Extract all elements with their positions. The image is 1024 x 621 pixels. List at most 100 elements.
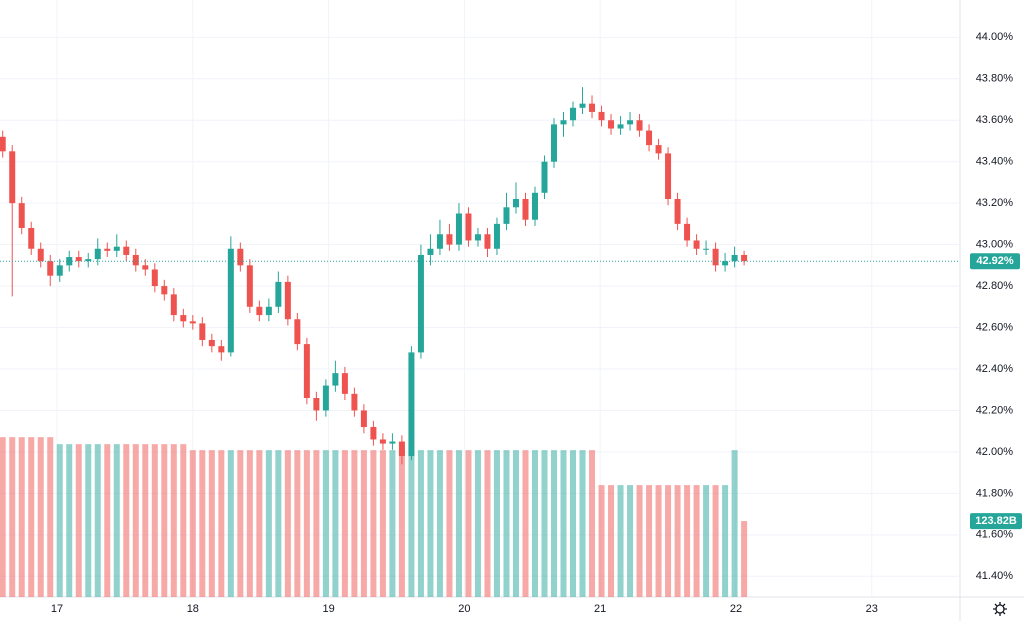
volume-bar (646, 485, 653, 597)
candle-body (113, 246, 120, 251)
volume-bar (151, 444, 158, 597)
candle-body (531, 192, 538, 220)
volume-bar (360, 450, 367, 597)
candle-body (9, 151, 16, 204)
candle-body (237, 248, 244, 266)
y-tick-label: 42.60% (976, 321, 1014, 333)
volume-bar (370, 450, 377, 597)
candle-body (284, 281, 291, 320)
candle-body (170, 294, 177, 316)
volume-bar (170, 444, 177, 597)
candle-body (560, 120, 567, 125)
candle-layer (0, 87, 748, 465)
volume-bar (351, 450, 358, 597)
candle-body (246, 265, 253, 307)
candle-body (123, 246, 130, 255)
volume-bar (655, 485, 662, 597)
volume-bar (313, 450, 320, 597)
x-tick-label: 19 (322, 603, 334, 615)
volume-bar (398, 450, 405, 597)
volume-bar (731, 450, 738, 597)
candle-body (360, 410, 367, 428)
volume-bar (579, 450, 586, 597)
candle-body (75, 257, 82, 262)
volume-bar (722, 485, 729, 597)
candle-body (56, 265, 63, 276)
gear-ring[interactable] (995, 604, 1005, 614)
y-tick-label: 43.60% (976, 114, 1014, 126)
candle-body (655, 145, 662, 154)
volume-bar (665, 485, 672, 597)
volume-bar (66, 444, 73, 597)
volume-bar (246, 450, 253, 597)
candle-body (227, 248, 234, 353)
candle-body (608, 120, 615, 129)
candle-body (731, 254, 738, 262)
volume-bar (531, 450, 538, 597)
volume-bar (18, 437, 25, 597)
candle-body (199, 323, 206, 340)
candle-body (132, 254, 139, 266)
candle-body (180, 315, 187, 322)
candle-body (208, 339, 215, 347)
x-tick-label: 21 (594, 603, 606, 615)
volume-bar (113, 444, 120, 597)
candle-body (218, 346, 225, 353)
gear-teeth[interactable] (993, 602, 1007, 616)
volume-bar (436, 450, 443, 597)
y-tick-label: 42.40% (976, 363, 1014, 375)
last-volume-label: 123.82B (975, 515, 1017, 527)
volume-bar (332, 450, 339, 597)
candle-body (465, 213, 472, 241)
volume-bar (570, 450, 577, 597)
candle-body (722, 261, 729, 266)
volume-bar (294, 450, 301, 597)
volume-bar (227, 450, 234, 597)
candle-body (646, 130, 653, 146)
candle-body (94, 248, 101, 260)
candle-body (598, 111, 605, 121)
candle-body (275, 281, 282, 307)
volume-bar (303, 450, 310, 597)
x-tick-label: 22 (730, 603, 742, 615)
x-tick-label: 20 (458, 603, 470, 615)
candle-body (389, 441, 396, 444)
candle-body (408, 352, 415, 457)
x-tick-label: 17 (51, 603, 63, 615)
volume-bar (284, 450, 291, 597)
volume-bar (85, 444, 92, 597)
candle-body (151, 269, 158, 287)
settings-icon[interactable] (993, 602, 1007, 616)
candle-body (512, 199, 519, 208)
y-tick-label: 43.00% (976, 239, 1014, 251)
volume-bar (265, 450, 272, 597)
volume-bar (627, 485, 634, 597)
candle-body (322, 385, 329, 411)
y-tick-label: 41.80% (976, 487, 1014, 499)
candle-body (741, 254, 748, 262)
volume-bar (161, 444, 168, 597)
volume-bar (465, 450, 472, 597)
volume-bar (693, 485, 700, 597)
volume-bar (56, 444, 63, 597)
volume-bar (560, 450, 567, 597)
candle-body (684, 223, 691, 241)
x-tick-label: 23 (866, 603, 878, 615)
y-tick-label: 42.20% (976, 404, 1014, 416)
volume-bar (132, 444, 139, 597)
volume-bar (47, 437, 54, 597)
y-tick-label: 42.00% (976, 446, 1014, 458)
volume-bar (37, 437, 44, 597)
candle-body (265, 306, 272, 316)
volume-bar (684, 485, 691, 597)
volume-bar (474, 450, 481, 597)
volume-bar (208, 450, 215, 597)
y-tick-label: 41.40% (976, 570, 1014, 582)
candle-body (579, 103, 586, 108)
candle-body (589, 103, 596, 112)
candle-body (398, 441, 405, 457)
candle-body (417, 254, 424, 353)
volume-bar (379, 450, 386, 597)
candle-body (47, 261, 54, 276)
volume-bar (389, 450, 396, 597)
